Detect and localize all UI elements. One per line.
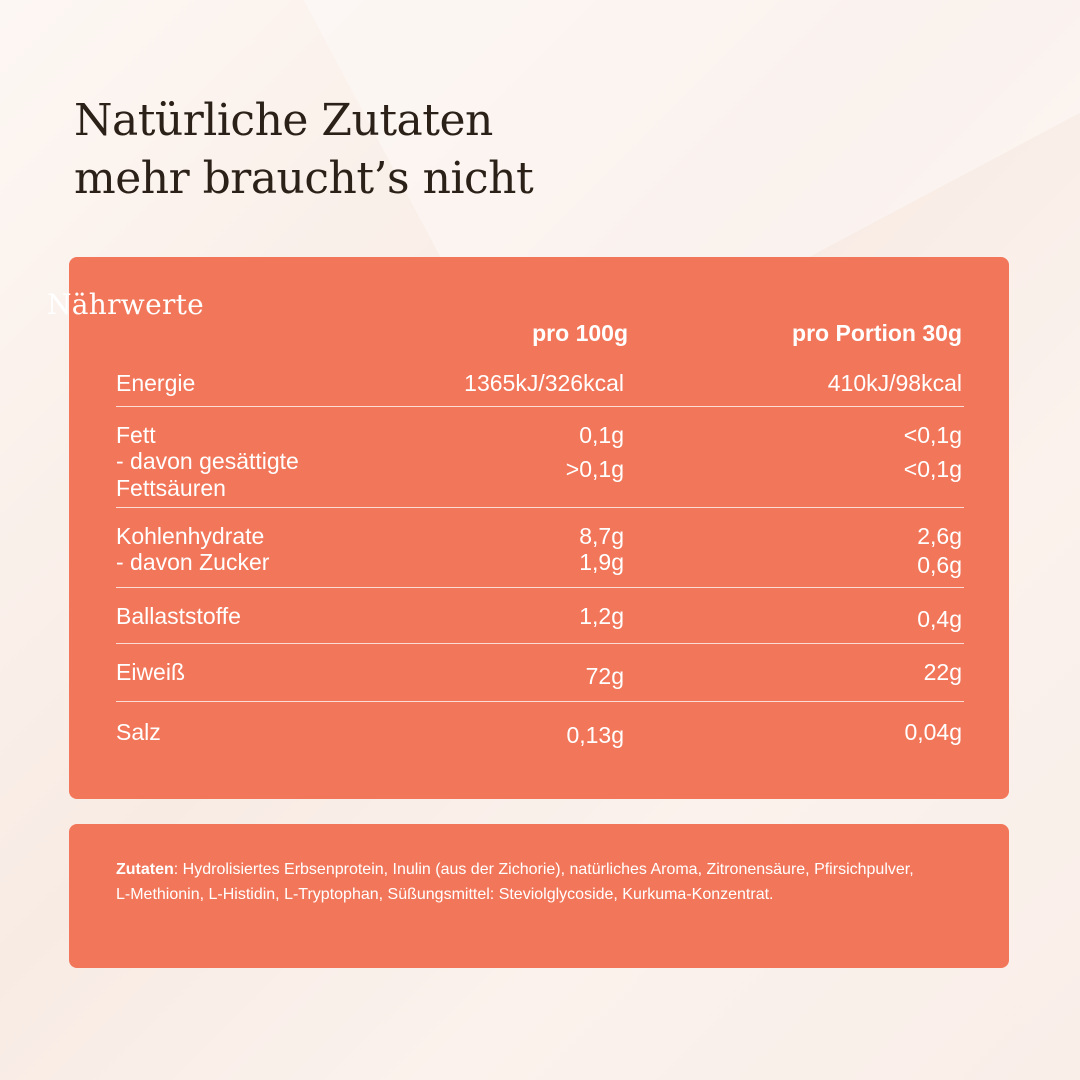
row-value-100g: 72g xyxy=(585,663,624,689)
column-header-per-100g: pro 100g xyxy=(532,320,628,346)
row-value-portion: 0,6g xyxy=(917,552,962,578)
row-label: - davon gesättigte xyxy=(116,448,299,474)
row-value-portion: 0,4g xyxy=(917,606,962,632)
headline-line-1: Natürliche Zutaten xyxy=(74,95,493,146)
row-value-portion: <0,1g xyxy=(903,456,962,482)
row-label: Eiweiß xyxy=(116,659,186,685)
row-divider xyxy=(116,643,964,644)
row-value-100g: 0,13g xyxy=(566,722,624,748)
nutrition-title: Nährwerte xyxy=(47,288,205,321)
row-value-portion: 410kJ/98kcal xyxy=(827,370,962,396)
row-value-portion: 22g xyxy=(923,659,962,685)
row-value-portion: 2,6g xyxy=(917,523,962,549)
row-value-100g: 8,7g xyxy=(579,523,624,549)
nutrition-card xyxy=(69,257,1009,799)
row-divider xyxy=(116,587,964,588)
column-header-per-portion: pro Portion 30g xyxy=(792,320,962,346)
ingredients-list: : Hydrolisiertes Erbsenprotein, Inulin (… xyxy=(116,861,914,903)
row-value-100g: >0,1g xyxy=(565,456,624,482)
row-label: Energie xyxy=(116,370,196,396)
row-value-portion: 0,04g xyxy=(904,719,962,745)
ingredients-card xyxy=(69,824,1009,968)
row-label: Kohlenhydrate xyxy=(116,523,265,549)
row-label: - davon Zucker xyxy=(116,549,270,575)
row-value-100g: 1,9g xyxy=(579,549,624,575)
page-headline: Natürliche Zutaten mehr braucht’s nicht xyxy=(74,92,534,208)
row-value-100g: 1,2g xyxy=(579,603,624,629)
row-value-100g: 1365kJ/326kcal xyxy=(464,370,624,396)
ingredients-text: Zutaten: Hydrolisiertes Erbsenprotein, I… xyxy=(116,857,916,907)
row-divider xyxy=(116,507,964,508)
ingredients-label: Zutaten xyxy=(116,861,174,878)
row-label: Fettsäuren xyxy=(116,475,226,501)
row-divider xyxy=(116,701,964,702)
row-divider xyxy=(116,406,964,407)
row-value-portion: <0,1g xyxy=(903,422,962,448)
headline-line-2: mehr braucht’s nicht xyxy=(74,153,534,204)
row-label: Ballaststoffe xyxy=(116,603,241,629)
row-value-100g: 0,1g xyxy=(579,422,624,448)
row-label: Fett xyxy=(116,422,156,448)
row-label: Salz xyxy=(116,719,161,745)
